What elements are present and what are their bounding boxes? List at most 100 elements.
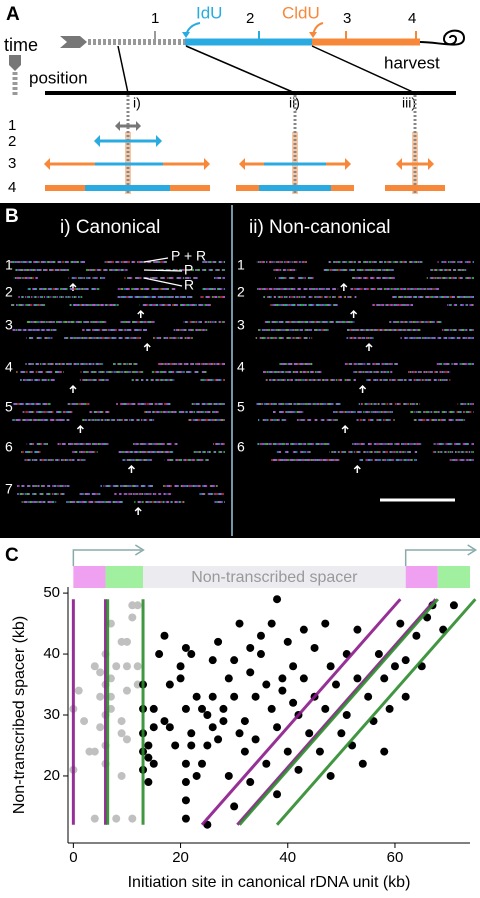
data-point — [246, 778, 255, 787]
data-point — [181, 704, 190, 713]
data-point — [208, 723, 217, 732]
fork-arrowhead — [94, 135, 100, 147]
idu-arrowhead — [182, 32, 190, 38]
data-point — [358, 759, 367, 768]
row-label: 1 — [237, 257, 245, 273]
data-point — [321, 619, 330, 628]
row-label: 5 — [237, 399, 245, 415]
cldu-label: CldU — [282, 3, 320, 22]
data-point — [289, 698, 298, 707]
row-label: 2 — [8, 133, 16, 150]
data-point — [203, 711, 212, 719]
fork-arrowhead — [204, 158, 210, 170]
data-point — [144, 778, 153, 787]
fork-diagrams — [44, 95, 445, 194]
data-point — [262, 680, 271, 689]
data-point — [289, 662, 298, 671]
harvest-spiral — [419, 29, 466, 46]
data-point — [165, 723, 174, 732]
data-point — [230, 802, 239, 811]
data-point — [310, 643, 319, 652]
strand-label: P — [184, 262, 193, 278]
position-label: position — [29, 68, 88, 87]
data-point — [122, 686, 131, 695]
region-band — [437, 566, 470, 588]
data-point — [122, 735, 131, 744]
projection-line — [185, 45, 296, 94]
data-point — [353, 625, 362, 634]
site-label: iii) — [402, 95, 416, 111]
data-point — [278, 686, 287, 695]
data-point — [267, 704, 276, 713]
transcription-arrow — [404, 549, 474, 566]
row-label: 3 — [237, 317, 245, 333]
region-band — [143, 566, 406, 588]
data-point — [96, 723, 105, 732]
data-point — [240, 717, 249, 726]
data-point — [315, 747, 324, 756]
transcription-arrow — [72, 549, 142, 566]
x-tick-label: 60 — [387, 849, 404, 866]
fork-arrowhead — [239, 158, 245, 170]
fork-arrowhead — [156, 135, 162, 147]
data-point — [262, 759, 271, 768]
projection-line — [311, 45, 416, 94]
data-point — [74, 686, 83, 695]
origin-arrow — [76, 424, 84, 433]
origin-arrow — [69, 384, 77, 393]
harvest-label: harvest — [384, 53, 440, 72]
data-point — [176, 662, 185, 671]
data-point — [192, 692, 201, 701]
data-point — [149, 704, 158, 713]
data-point — [181, 778, 190, 787]
data-point — [133, 601, 142, 610]
origin-arrow — [69, 282, 77, 291]
row-label: 2 — [237, 284, 245, 300]
data-point — [385, 704, 394, 713]
fork-arrowhead — [136, 121, 141, 131]
strand-label: R — [184, 277, 194, 293]
panel-label: A — [6, 4, 20, 25]
data-point — [230, 656, 239, 665]
time-label: time — [4, 35, 38, 55]
fork-arrowhead — [345, 158, 351, 170]
data-point — [240, 747, 249, 756]
cldu-arrowhead — [309, 32, 317, 38]
data-point — [337, 729, 346, 738]
time-tick-label: 4 — [408, 10, 416, 27]
data-point — [283, 747, 292, 756]
row-label: 7 — [5, 481, 13, 497]
data-point — [203, 741, 212, 750]
strand-pointer — [143, 257, 183, 287]
position-chevron — [9, 55, 21, 71]
data-point — [256, 650, 265, 659]
time-tick-label: 3 — [343, 10, 351, 27]
origin-arrow — [134, 506, 142, 515]
y-axis-title: Non-transcribed spacer (kb) — [11, 616, 28, 814]
data-point — [299, 625, 308, 634]
data-point — [224, 674, 233, 683]
data-point — [133, 662, 142, 671]
data-point — [396, 619, 405, 628]
region-band — [405, 566, 438, 588]
data-point — [235, 619, 244, 628]
projection-line — [117, 45, 129, 94]
data-point — [273, 595, 282, 604]
data-point — [251, 692, 260, 701]
site-label: ii) — [289, 95, 300, 111]
boundary-line — [238, 598, 439, 826]
data-point — [112, 662, 121, 671]
data-point — [128, 613, 137, 622]
data-point — [214, 637, 223, 646]
data-point — [214, 735, 223, 744]
data-point — [80, 717, 89, 726]
boundary-line — [275, 598, 477, 826]
data-point — [171, 741, 180, 750]
data-point — [390, 662, 399, 671]
data-point — [160, 717, 169, 726]
band-label: Non-transcribed spacer — [191, 569, 358, 586]
time-chevron — [60, 36, 87, 48]
data-point — [176, 674, 185, 683]
y-tick-label: 50 — [43, 584, 60, 601]
image-title: i) Canonical — [60, 217, 160, 238]
